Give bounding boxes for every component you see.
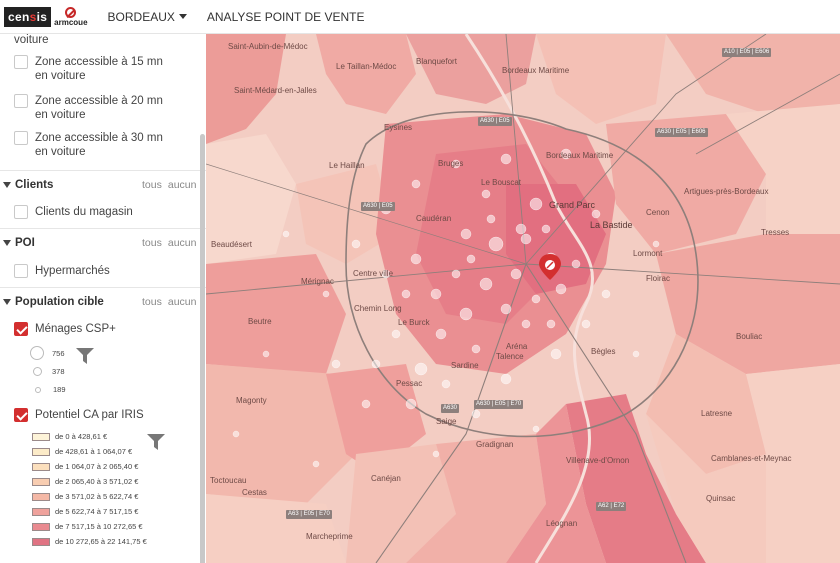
zone-30mn-checkbox[interactable] xyxy=(14,131,28,145)
legend-class-row: de 0 à 428,61 € xyxy=(32,432,107,441)
section-population[interactable]: Population cible tous aucun xyxy=(0,287,206,315)
select-none-link[interactable]: aucun xyxy=(167,178,197,191)
legend-class-label: de 1 064,07 à 2 065,40 € xyxy=(55,462,139,471)
select-all-link[interactable]: tous xyxy=(142,295,162,308)
store-marker-icon[interactable] xyxy=(539,254,561,280)
legend-swatch xyxy=(32,477,50,486)
collapse-triangle-icon[interactable] xyxy=(3,298,11,305)
filter-funnel-icon[interactable] xyxy=(147,434,165,450)
bubble-large-icon xyxy=(30,346,44,360)
menages-checkbox[interactable] xyxy=(14,322,28,336)
legend-swatch xyxy=(32,432,50,441)
partner-logo-text: armcoue xyxy=(54,17,88,27)
bubble-legend-row: 756 xyxy=(30,346,65,360)
potentiel-option[interactable]: Potentiel CA par IRIS xyxy=(14,408,175,422)
bubble-value: 378 xyxy=(52,367,65,376)
road-shield: A62 | E72 xyxy=(596,502,627,511)
legend-class-row: de 2 065,40 à 3 571,02 € xyxy=(32,477,138,486)
city-dropdown[interactable]: BORDEAUX xyxy=(108,10,187,24)
partner-logo-icon xyxy=(65,6,77,18)
potentiel-option-label: Potentiel CA par IRIS xyxy=(35,409,144,421)
legend-class-row: de 7 517,15 à 10 272,65 € xyxy=(32,522,143,531)
collapse-triangle-icon[interactable] xyxy=(3,181,11,188)
select-none-link[interactable]: aucun xyxy=(167,236,197,249)
select-all-link[interactable]: tous xyxy=(142,236,162,249)
filter-funnel-icon[interactable] xyxy=(76,348,94,364)
potentiel-checkbox[interactable] xyxy=(14,408,28,422)
legend-swatch xyxy=(32,537,50,546)
zone-option-label: Zone accessible à 30 mn en voiture xyxy=(35,132,163,158)
legend-class-label: de 10 272,65 à 22 141,75 € xyxy=(55,537,147,546)
bubble-value: 756 xyxy=(52,348,65,358)
section-title: Clients xyxy=(15,178,54,191)
clients-option-label: Clients du magasin xyxy=(35,206,133,218)
poi-option[interactable]: Hypermarchés xyxy=(14,264,175,278)
caret-down-icon xyxy=(178,14,187,19)
legend-swatch xyxy=(32,462,50,471)
legend-class-row: de 3 571,02 à 5 622,74 € xyxy=(32,492,138,501)
city-dropdown-label: BORDEAUX xyxy=(107,9,175,24)
section-title: POI xyxy=(15,236,35,249)
road-shield: A630 | E05 | E70 xyxy=(474,400,524,409)
road-shield: A63 | E05 | E70 xyxy=(286,510,332,519)
zone-15mn-checkbox[interactable] xyxy=(14,55,28,69)
section-title: Population cible xyxy=(15,295,104,308)
legend-class-label: de 428,61 à 1 064,07 € xyxy=(55,447,133,456)
select-none-link[interactable]: aucun xyxy=(167,295,197,308)
legend-class-label: de 2 065,40 à 3 571,02 € xyxy=(55,477,139,486)
legend-class-row: de 10 272,65 à 22 141,75 € xyxy=(32,537,147,546)
zone-option-label: Zone accessible à 15 mn en voiture xyxy=(35,56,163,82)
poi-option-label: Hypermarchés xyxy=(35,265,110,277)
clients-checkbox[interactable] xyxy=(14,205,28,219)
legend-class-row: de 5 622,74 à 7 517,15 € xyxy=(32,507,138,516)
legend-class-row: de 428,61 à 1 064,07 € xyxy=(32,447,132,456)
censis-logo[interactable]: censis xyxy=(4,6,52,27)
zone-option-partial[interactable]: voiture xyxy=(14,34,154,47)
legend-class-label: de 0 à 428,61 € xyxy=(55,432,108,441)
bubble-value: 189 xyxy=(53,385,66,394)
map-view[interactable]: Saint-Aubin-de-Médoc Le Taillan-Médoc Bl… xyxy=(206,34,840,563)
layer-sidebar: voiture Zone accessible à 15 mn en voitu… xyxy=(0,34,206,563)
bubble-medium-icon xyxy=(33,367,42,376)
legend-swatch xyxy=(32,507,50,516)
analysis-menu-label: ANALYSE POINT DE VENTE xyxy=(206,9,365,24)
section-clients[interactable]: Clients tous aucun xyxy=(0,170,206,198)
sidebar-scrollbar[interactable] xyxy=(200,134,205,563)
section-poi[interactable]: POI tous aucun xyxy=(0,228,206,256)
road-shield: A630 | E05 | E606 xyxy=(655,128,708,137)
bubble-legend-row: 189 xyxy=(35,385,66,394)
select-all-link[interactable]: tous xyxy=(142,178,162,191)
legend-swatch xyxy=(32,447,50,456)
road-shield: A630 xyxy=(441,404,460,413)
legend-class-label: de 3 571,02 à 5 622,74 € xyxy=(55,492,139,501)
analysis-menu[interactable]: ANALYSE POINT DE VENTE xyxy=(207,10,365,24)
road-shield: A630 | E05 xyxy=(478,117,512,126)
zone-option-label: voiture xyxy=(14,34,49,46)
logo-text-part: cen xyxy=(8,9,30,24)
road-shield: A630 | E05 xyxy=(361,202,395,211)
legend-class-label: de 7 517,15 à 10 272,65 € xyxy=(55,522,143,531)
zone-option-label: Zone accessible à 20 mn en voiture xyxy=(35,95,163,121)
bubble-small-icon xyxy=(35,386,41,393)
legend-class-label: de 5 622,74 à 7 517,15 € xyxy=(55,507,139,516)
zone-option-20mn[interactable]: Zone accessible à 20 mn en voiture xyxy=(14,94,175,122)
legend-swatch xyxy=(32,492,50,501)
road-shield: A10 | E05 | E606 xyxy=(722,48,772,57)
zone-option-15mn[interactable]: Zone accessible à 15 mn en voiture xyxy=(14,55,175,83)
collapse-triangle-icon[interactable] xyxy=(3,239,11,246)
bubble-legend-row: 378 xyxy=(33,367,65,376)
poi-checkbox[interactable] xyxy=(14,264,28,278)
zone-20mn-checkbox[interactable] xyxy=(14,94,28,108)
top-bar: censis armcoue BORDEAUX ANALYSE POINT DE… xyxy=(0,0,840,34)
partner-logo: armcoue xyxy=(54,6,88,27)
choropleth-layer xyxy=(206,34,840,563)
zone-option-30mn[interactable]: Zone accessible à 30 mn en voiture xyxy=(14,131,175,159)
logo-text-red: s xyxy=(29,9,37,24)
legend-class-row: de 1 064,07 à 2 065,40 € xyxy=(32,462,138,471)
menages-option[interactable]: Ménages CSP+ xyxy=(14,322,175,336)
clients-option[interactable]: Clients du magasin xyxy=(14,205,175,219)
logo-text-end: is xyxy=(36,9,48,24)
menages-option-label: Ménages CSP+ xyxy=(35,323,116,335)
legend-swatch xyxy=(32,522,50,531)
